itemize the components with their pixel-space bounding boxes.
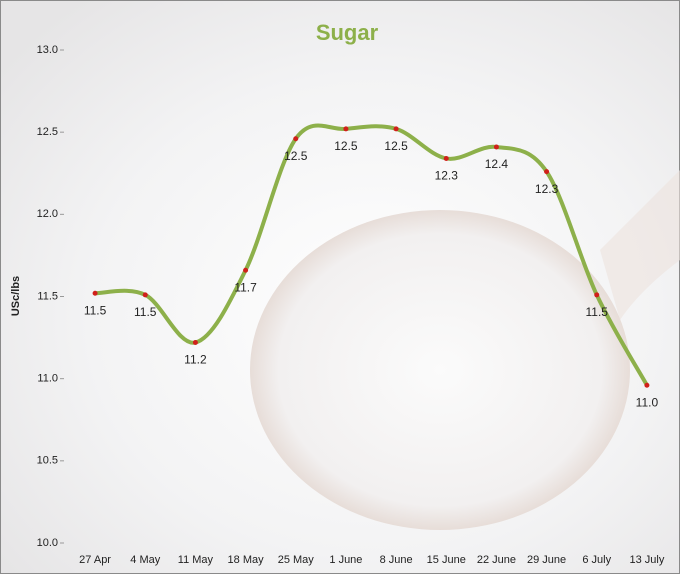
data-point <box>644 382 650 388</box>
data-point <box>443 155 449 161</box>
x-tick-label: 8 June <box>380 554 413 566</box>
x-tick-label: 18 May <box>228 554 265 566</box>
y-tick-label: 11.0 <box>37 373 58 385</box>
x-tick-label: 15 June <box>427 554 466 566</box>
data-point <box>343 126 349 132</box>
data-point <box>142 292 148 298</box>
x-tick-label: 29 June <box>527 554 566 566</box>
background-decoration <box>250 210 630 530</box>
y-tick-label: 13.0 <box>37 44 58 56</box>
data-point <box>293 136 299 142</box>
data-point <box>243 267 249 273</box>
chart-title: Sugar <box>316 20 379 45</box>
data-point <box>393 126 399 132</box>
data-point <box>544 169 550 175</box>
x-tick-label: 1 June <box>329 554 362 566</box>
data-point <box>92 290 98 296</box>
background-decoration <box>600 170 680 320</box>
data-label: 12.3 <box>435 169 459 183</box>
x-tick-label: 13 July <box>629 554 664 566</box>
data-label: 11.5 <box>84 303 107 317</box>
data-label: 12.3 <box>535 182 559 196</box>
x-tick-label: 27 Apr <box>79 554 111 566</box>
x-tick-label: 11 May <box>178 554 214 566</box>
data-label: 11.5 <box>134 305 157 319</box>
data-point <box>493 144 499 150</box>
data-label: 11.2 <box>184 353 207 367</box>
x-tick-label: 6 July <box>582 554 611 566</box>
data-label: 12.4 <box>485 157 509 171</box>
y-tick-label: 12.5 <box>37 126 58 138</box>
data-label: 12.5 <box>384 139 408 153</box>
data-label: 12.5 <box>334 139 358 153</box>
data-label: 11.5 <box>586 305 609 319</box>
y-tick-label: 11.5 <box>37 290 58 302</box>
data-label: 11.0 <box>636 395 659 409</box>
y-axis-label: USc/lbs <box>10 276 22 316</box>
x-tick-label: 25 May <box>278 554 315 566</box>
x-tick-label: 4 May <box>130 554 160 566</box>
data-point <box>594 292 600 298</box>
data-label: 11.7 <box>234 280 257 294</box>
y-tick-label: 10.0 <box>37 537 58 549</box>
x-tick-label: 22 June <box>477 554 516 566</box>
data-label: 12.5 <box>284 149 308 163</box>
data-point <box>192 340 198 346</box>
y-tick-label: 10.5 <box>37 455 58 467</box>
y-tick-label: 12.0 <box>37 208 58 220</box>
